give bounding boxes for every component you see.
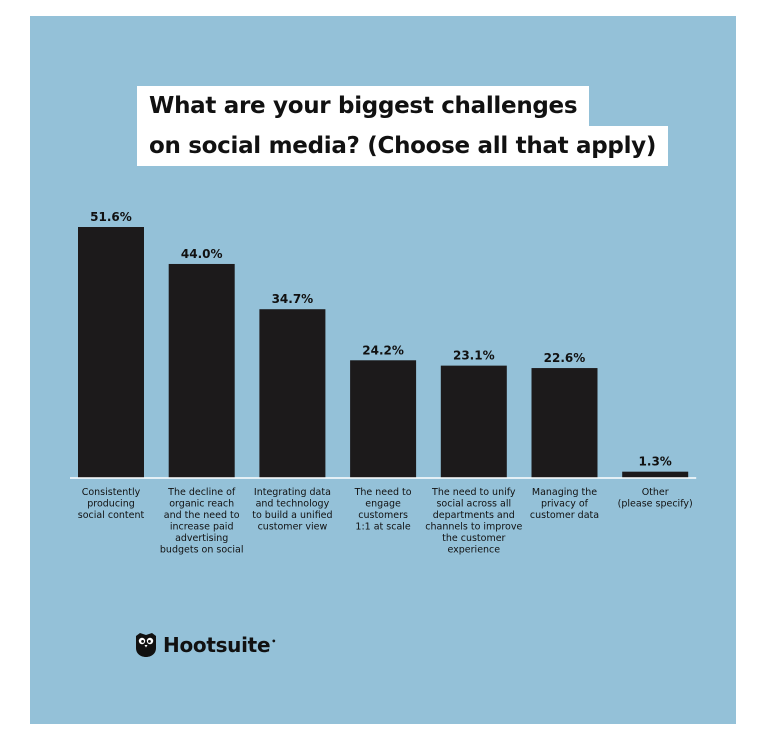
category-label-3-line-1: Integrating data bbox=[254, 487, 331, 498]
bar-2 bbox=[168, 263, 235, 478]
category-label-2-line-4: increase paid bbox=[170, 522, 234, 533]
category-label-2-line-2: organic reach bbox=[169, 499, 234, 510]
category-label-7-line-2: (please specify) bbox=[618, 499, 693, 510]
category-label-4-line-2: engage bbox=[365, 499, 401, 510]
category-label-3-line-2: and technology bbox=[256, 499, 330, 510]
value-label-2: 44.0% bbox=[181, 247, 223, 261]
chart-panel: What are your biggest challenges on soci… bbox=[30, 16, 736, 724]
bar-4 bbox=[350, 360, 417, 478]
category-label-2-line-3: and the need to bbox=[164, 510, 240, 521]
chart-title-line-2: on social media? (Choose all that apply) bbox=[137, 126, 669, 166]
value-label-6: 22.6% bbox=[544, 351, 586, 365]
hootsuite-logo: Hootsuite• bbox=[134, 630, 276, 660]
brand-mark: • bbox=[271, 637, 277, 647]
owl-icon bbox=[136, 633, 156, 657]
value-label-4: 24.2% bbox=[362, 343, 404, 357]
bar-6 bbox=[531, 368, 598, 478]
category-label-1-line-1: Consistently bbox=[82, 487, 141, 498]
category-label-5-line-1: The need to unify bbox=[431, 487, 516, 498]
bar-7 bbox=[622, 471, 689, 478]
category-label-3-line-3: to build a unified bbox=[252, 510, 332, 521]
category-label-1-line-3: social content bbox=[78, 510, 145, 521]
category-label-4-line-1: The need to bbox=[354, 487, 412, 498]
category-label-5-line-5: the customer bbox=[442, 533, 505, 544]
category-label-5-line-6: experience bbox=[447, 545, 500, 556]
chart-title-line-1: What are your biggest challenges bbox=[137, 86, 590, 126]
category-label-5-line-3: departments and bbox=[433, 510, 515, 521]
category-label-6-line-2: privacy of bbox=[541, 499, 589, 510]
category-label-2-line-6: budgets on social bbox=[160, 545, 244, 556]
bar-5 bbox=[440, 365, 507, 478]
bar-1 bbox=[78, 227, 144, 478]
value-label-5: 23.1% bbox=[453, 349, 495, 363]
category-label-5-line-2: social across all bbox=[436, 499, 511, 510]
category-label-2-line-1: The decline of bbox=[167, 487, 236, 498]
category-label-4-line-4: 1:1 at scale bbox=[355, 522, 411, 533]
bar-3 bbox=[259, 309, 326, 478]
category-label-6-line-3: customer data bbox=[530, 510, 599, 521]
category-label-7-line-1: Other bbox=[642, 487, 669, 498]
category-label-6-line-1: Managing the bbox=[532, 487, 597, 498]
category-label-2-line-5: advertising bbox=[175, 533, 228, 544]
value-label-3: 34.7% bbox=[272, 292, 314, 306]
category-label-4-line-3: customers bbox=[358, 510, 408, 521]
category-label-3-line-4: customer view bbox=[258, 522, 328, 533]
brand-name: Hootsuite• bbox=[163, 633, 277, 657]
category-label-1-line-2: producing bbox=[87, 499, 135, 510]
value-label-1: 51.6% bbox=[90, 210, 132, 224]
category-label-5-line-4: channels to improve bbox=[425, 522, 522, 533]
value-label-7: 1.3% bbox=[639, 455, 672, 469]
